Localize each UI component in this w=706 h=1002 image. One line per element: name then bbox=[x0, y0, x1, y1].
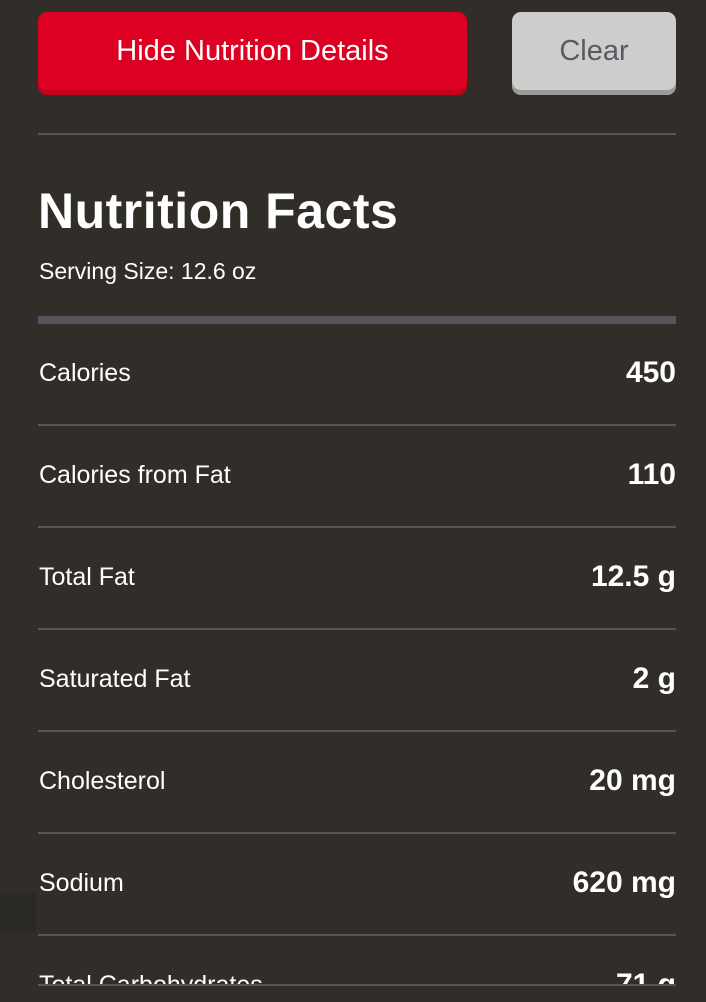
row-value: 450 bbox=[625, 356, 676, 389]
row-label: Total Fat bbox=[39, 562, 135, 591]
row-value: 20 mg bbox=[589, 764, 676, 797]
nutrition-facts-title: Nutrition Facts bbox=[38, 183, 399, 239]
nutrition-list: Calories 450 Calories from Fat 110 Total F… bbox=[38, 324, 676, 986]
row-value: 71 g bbox=[615, 968, 676, 986]
nutrition-row-total-fat: Total Fat 12.5 g bbox=[38, 528, 676, 630]
nutrition-row-sodium: Sodium 620 mg bbox=[38, 834, 676, 936]
nutrition-row-total-carbohydrates: Total Carbohydrates 71 g bbox=[38, 936, 676, 986]
divider bbox=[38, 133, 676, 135]
row-value: 2 g bbox=[632, 662, 676, 695]
list-bottom-divider bbox=[38, 984, 676, 986]
row-label: Calories from Fat bbox=[39, 460, 231, 489]
nutrition-row-calories-from-fat: Calories from Fat 110 bbox=[38, 426, 676, 528]
nutrition-row-cholesterol: Cholesterol 20 mg bbox=[38, 732, 676, 834]
row-label: Calories bbox=[39, 358, 131, 387]
hide-nutrition-details-button[interactable]: Hide Nutrition Details bbox=[38, 12, 467, 95]
thick-divider bbox=[38, 316, 676, 324]
row-value: 12.5 g bbox=[590, 560, 676, 593]
row-label: Sodium bbox=[39, 868, 124, 897]
row-label: Saturated Fat bbox=[39, 664, 191, 693]
side-tab[interactable] bbox=[0, 893, 36, 933]
nutrition-row-calories: Calories 450 bbox=[38, 324, 676, 426]
row-value: 110 bbox=[627, 458, 676, 491]
row-label: Total Carbohydrates bbox=[39, 970, 263, 987]
nutrition-row-saturated-fat: Saturated Fat 2 g bbox=[38, 630, 676, 732]
row-label: Cholesterol bbox=[39, 766, 166, 795]
serving-size: Serving Size: 12.6 oz bbox=[39, 258, 257, 284]
clear-button[interactable]: Clear bbox=[512, 12, 676, 95]
row-value: 620 mg bbox=[572, 866, 676, 899]
